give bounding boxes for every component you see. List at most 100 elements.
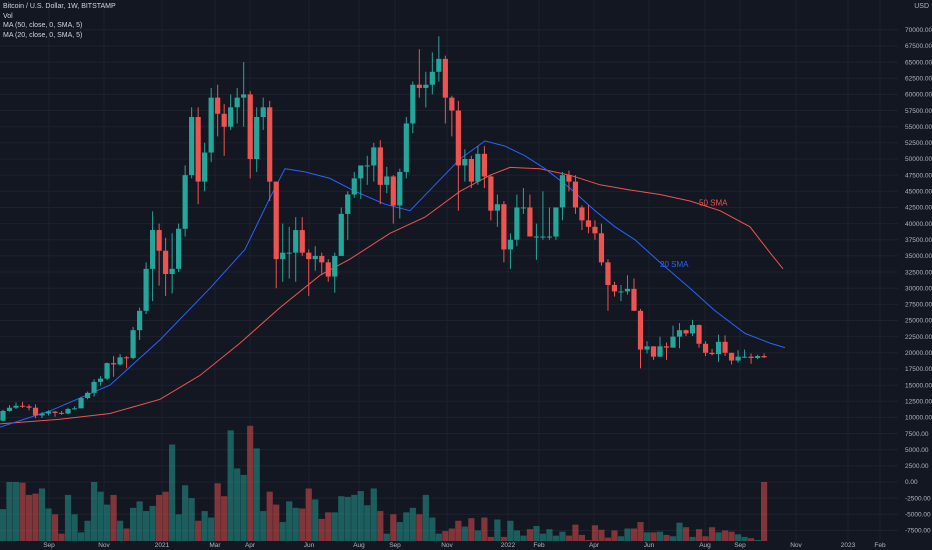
candle[interactable]: [566, 170, 572, 192]
candle[interactable]: [221, 104, 227, 156]
candle[interactable]: [156, 223, 162, 286]
candle[interactable]: [286, 226, 292, 279]
candle[interactable]: [254, 107, 260, 172]
legend-ma20[interactable]: MA (20, close, 0, SMA, 5): [3, 31, 83, 39]
candle[interactable]: [26, 404, 32, 411]
candle[interactable]: [91, 379, 97, 397]
candle[interactable]: [202, 142, 208, 192]
candle[interactable]: [338, 207, 344, 256]
candle[interactable]: [215, 84, 221, 137]
candle[interactable]: [462, 149, 468, 182]
candle[interactable]: [130, 326, 136, 360]
candle[interactable]: [514, 194, 520, 247]
candle[interactable]: [494, 194, 500, 227]
candle[interactable]: [670, 325, 676, 348]
candle[interactable]: [709, 348, 715, 356]
candle[interactable]: [715, 334, 722, 362]
candle[interactable]: [546, 207, 553, 240]
candle[interactable]: [351, 171, 357, 198]
candle[interactable]: [442, 55, 448, 124]
candle[interactable]: [364, 155, 370, 185]
candle[interactable]: [741, 349, 748, 358]
candle[interactable]: [241, 62, 247, 127]
candle[interactable]: [676, 323, 683, 349]
candle[interactable]: [481, 146, 487, 189]
candle[interactable]: [182, 165, 188, 237]
candle[interactable]: [228, 94, 234, 130]
candle[interactable]: [501, 200, 507, 263]
candle[interactable]: [696, 324, 702, 348]
candle[interactable]: [6, 405, 13, 412]
candle[interactable]: [169, 233, 175, 294]
candle[interactable]: [208, 87, 214, 163]
candle[interactable]: [299, 217, 305, 256]
candle[interactable]: [234, 87, 240, 124]
candle[interactable]: [605, 259, 611, 311]
candle[interactable]: [722, 335, 728, 357]
candle[interactable]: [631, 278, 637, 311]
candle[interactable]: [19, 401, 26, 408]
candle[interactable]: [637, 308, 644, 369]
candle[interactable]: [540, 191, 546, 240]
candle[interactable]: [110, 356, 117, 377]
candle[interactable]: [247, 91, 253, 179]
candle[interactable]: [332, 252, 338, 293]
candle[interactable]: [58, 410, 65, 415]
candle[interactable]: [117, 354, 123, 366]
candle[interactable]: [390, 175, 396, 224]
candle[interactable]: [624, 275, 631, 295]
candle[interactable]: [436, 36, 442, 82]
candle[interactable]: [293, 217, 299, 282]
candle[interactable]: [650, 346, 657, 360]
candle[interactable]: [306, 249, 312, 296]
candle[interactable]: [689, 319, 696, 337]
candle[interactable]: [748, 353, 754, 364]
candle[interactable]: [455, 100, 461, 211]
candle[interactable]: [189, 107, 195, 179]
candle[interactable]: [319, 252, 325, 276]
candle[interactable]: [267, 100, 273, 201]
candle[interactable]: [13, 402, 19, 410]
candle[interactable]: [403, 117, 409, 179]
candle[interactable]: [150, 211, 156, 302]
candle[interactable]: [507, 233, 513, 269]
candle[interactable]: [312, 246, 318, 271]
candle[interactable]: [0, 409, 6, 422]
candle[interactable]: [371, 142, 377, 182]
candle[interactable]: [488, 175, 494, 221]
price-axis[interactable]: 70000.00 67500.00 65000.00 62500.00 60000.00…: [905, 27, 932, 535]
candle[interactable]: [32, 404, 39, 419]
candle[interactable]: [735, 350, 741, 363]
candle[interactable]: [527, 194, 533, 237]
candle[interactable]: [176, 223, 182, 273]
candle[interactable]: [65, 407, 71, 415]
candle[interactable]: [45, 410, 52, 416]
candle[interactable]: [397, 168, 403, 219]
candle[interactable]: [449, 95, 455, 137]
candle[interactable]: [377, 140, 383, 205]
candle[interactable]: [358, 165, 364, 200]
candle[interactable]: [39, 412, 45, 419]
candle[interactable]: [592, 220, 598, 240]
candle[interactable]: [97, 376, 104, 386]
candle[interactable]: [143, 262, 149, 315]
candle[interactable]: [163, 237, 169, 296]
candle[interactable]: [598, 223, 605, 266]
candle[interactable]: [644, 341, 650, 354]
candle[interactable]: [683, 329, 689, 337]
candle[interactable]: [325, 259, 331, 282]
candle[interactable]: [384, 166, 390, 194]
candle[interactable]: [618, 284, 624, 302]
candle[interactable]: [345, 191, 351, 240]
candle[interactable]: [475, 146, 481, 185]
candle[interactable]: [195, 107, 201, 205]
candle[interactable]: [84, 391, 91, 400]
candle[interactable]: [728, 352, 735, 365]
legend-volume[interactable]: Vol: [3, 12, 13, 20]
candle[interactable]: [137, 307, 143, 340]
candle[interactable]: [533, 223, 540, 260]
candle[interactable]: [468, 155, 474, 189]
candle[interactable]: [410, 81, 416, 134]
candle[interactable]: [429, 52, 435, 95]
candle[interactable]: [416, 49, 422, 98]
